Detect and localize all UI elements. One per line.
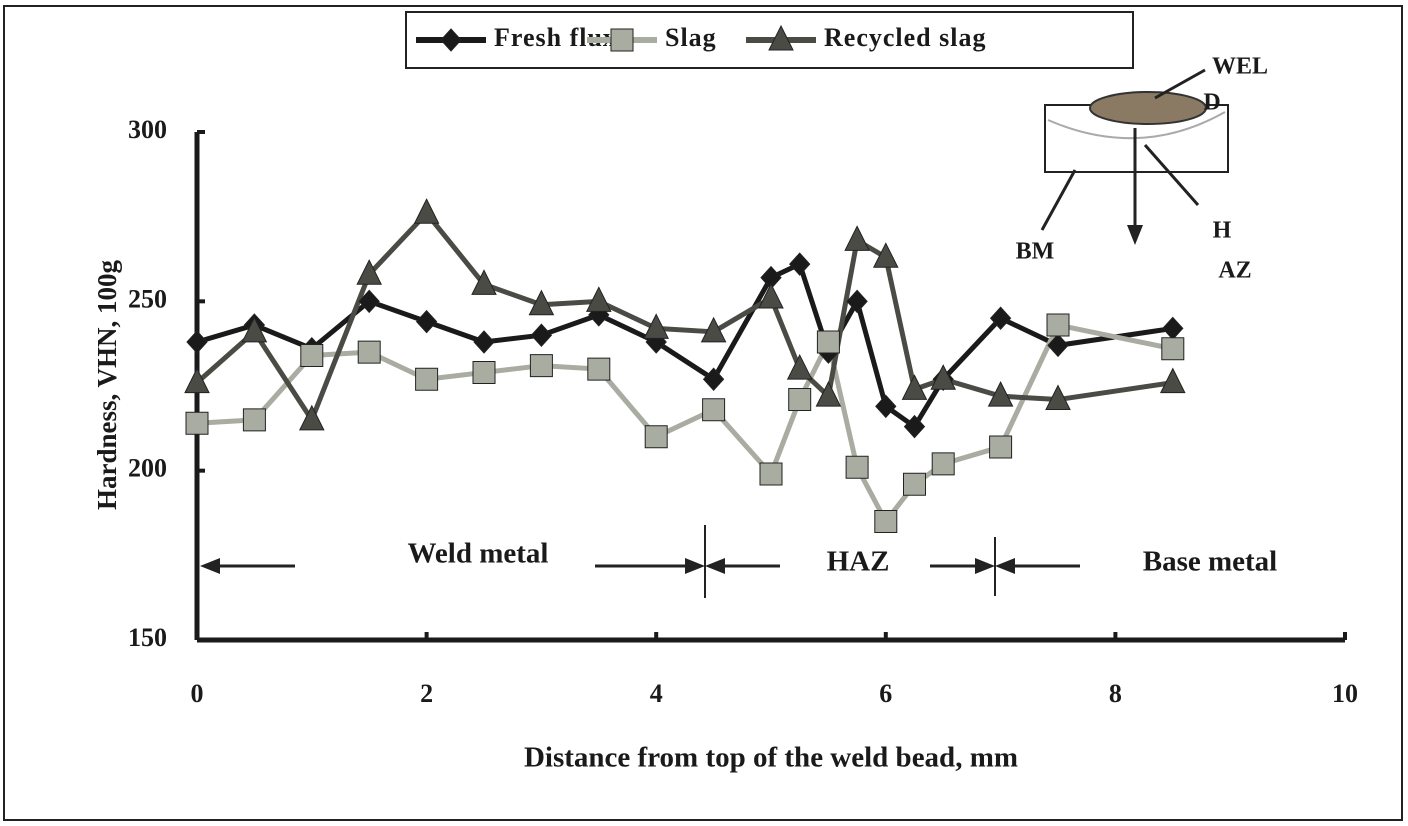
annotation: H [1213,218,1232,244]
data-point [358,341,380,363]
data-point [186,412,208,434]
data-point [1162,338,1184,360]
annotation: BM [1016,239,1055,265]
data-point [588,358,610,380]
data-point [875,510,897,532]
y-tick-label: 250 [128,284,167,313]
data-point [845,226,869,250]
x-tick-label: 10 [1332,679,1358,708]
data-point [1161,369,1185,393]
data-point [243,409,265,431]
region-arrows [200,525,1080,598]
x-tick-label: 0 [191,679,204,708]
data-point [474,331,494,353]
y-axis-label: Hardness, VHN, 100g [92,259,122,510]
chart: Hardness, VHN, 100g Distance from top of… [0,0,1408,826]
legend-label: Slag [665,23,717,52]
legend-label: Recycled slag [824,23,986,52]
data-point [1163,317,1183,339]
annotation: Weld metal [408,538,549,570]
data-point [874,243,898,267]
data-point [415,199,439,223]
annotation: HAZ [827,546,890,578]
x-tick-label: 6 [879,679,892,708]
data-point [789,389,811,411]
x-axis-label: Distance from top of the weld bead, mm [524,742,1018,774]
legend-marker [611,29,633,51]
data-point [301,345,323,367]
y-tick-label: 200 [128,454,167,483]
x-tick-label: 8 [1109,679,1122,708]
y-tick-label: 300 [128,115,167,144]
data-point [932,453,954,475]
page: {"chart_data": {"type": "line", "x_label… [0,0,1408,826]
x-tick-label: 2 [420,679,433,708]
series-line [197,325,1173,521]
data-point [187,331,207,353]
y-tick-label: 150 [128,623,167,652]
data-point [904,473,926,495]
data-point [788,355,812,379]
data-point [703,399,725,421]
data-point [417,311,437,333]
data-point [817,331,839,353]
data-point [645,426,667,448]
data-point [846,456,868,478]
data-point [760,463,782,485]
data-point [1047,314,1069,336]
annotation: WEL [1212,54,1268,80]
data-point [531,324,551,346]
data-point [473,361,495,383]
data-point [990,436,1012,458]
data-point [416,368,438,390]
x-tick-label: 4 [650,679,663,708]
annotation: D [1203,90,1220,116]
annotation: AZ [1218,258,1251,284]
annotation: Base metal [1143,546,1278,578]
inset-sketch [1042,70,1228,245]
data-point [790,253,810,275]
data-point [530,355,552,377]
